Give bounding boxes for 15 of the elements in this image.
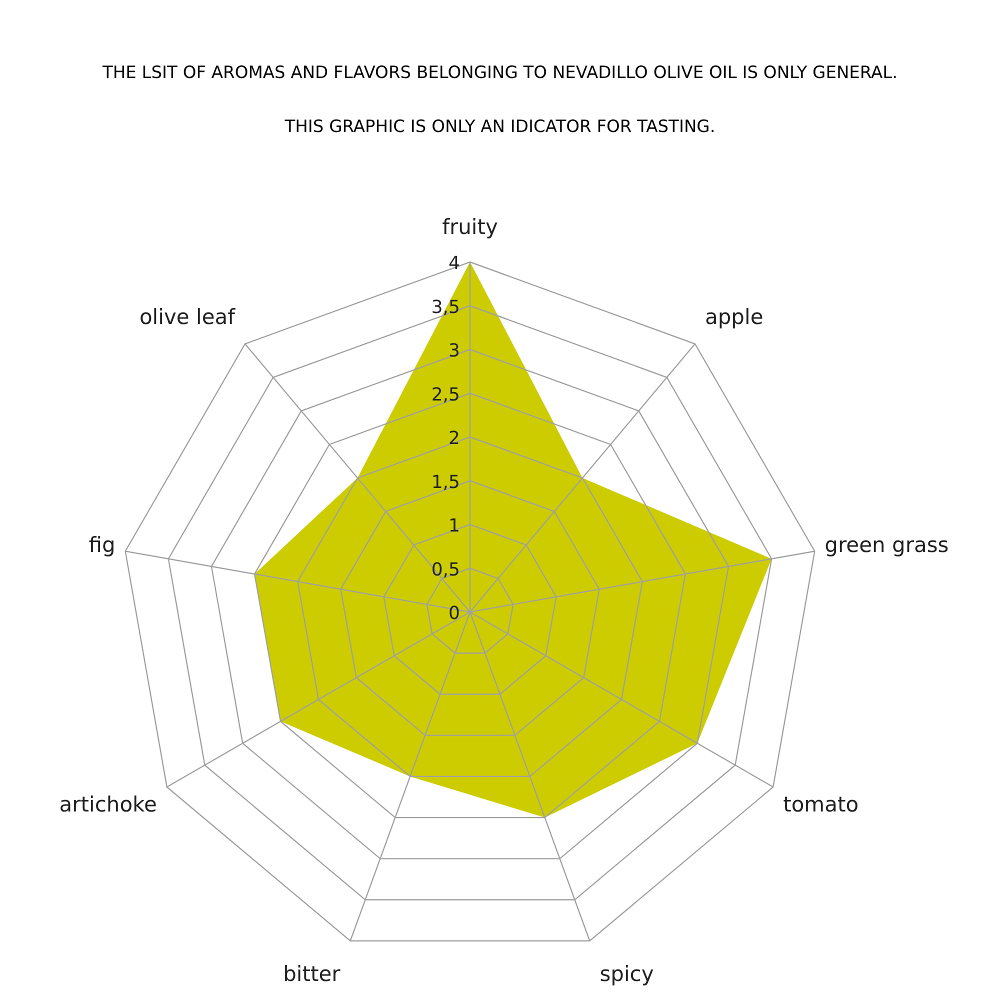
y-tick-label: 0 [448, 603, 460, 624]
spoke-label: tomato [783, 792, 859, 816]
y-tick-label: 4 [448, 253, 460, 274]
y-tick-label: 1,5 [431, 472, 460, 493]
spoke-label: bitter [283, 962, 341, 986]
spoke-label: apple [704, 305, 764, 330]
chart-title: THE LSIT OF AROMAS AND FLAVORS BELONGING TO NEVADILLO OLIVE OIL IS ONLY GENERAL. [101, 63, 898, 83]
y-tick-label: 2,5 [431, 384, 460, 406]
spoke-label: artichoke [59, 792, 157, 816]
spoke-label: olive leaf [139, 305, 236, 330]
spoke-label: fig [88, 533, 116, 558]
spoke-label: spicy [600, 962, 654, 986]
spoke-label: fruity [442, 215, 498, 239]
chart-subtitle: THIS GRAPHIC IS ONLY AN IDICATOR FOR TASTING. [284, 117, 716, 137]
spoke-label: green grass [824, 533, 949, 558]
